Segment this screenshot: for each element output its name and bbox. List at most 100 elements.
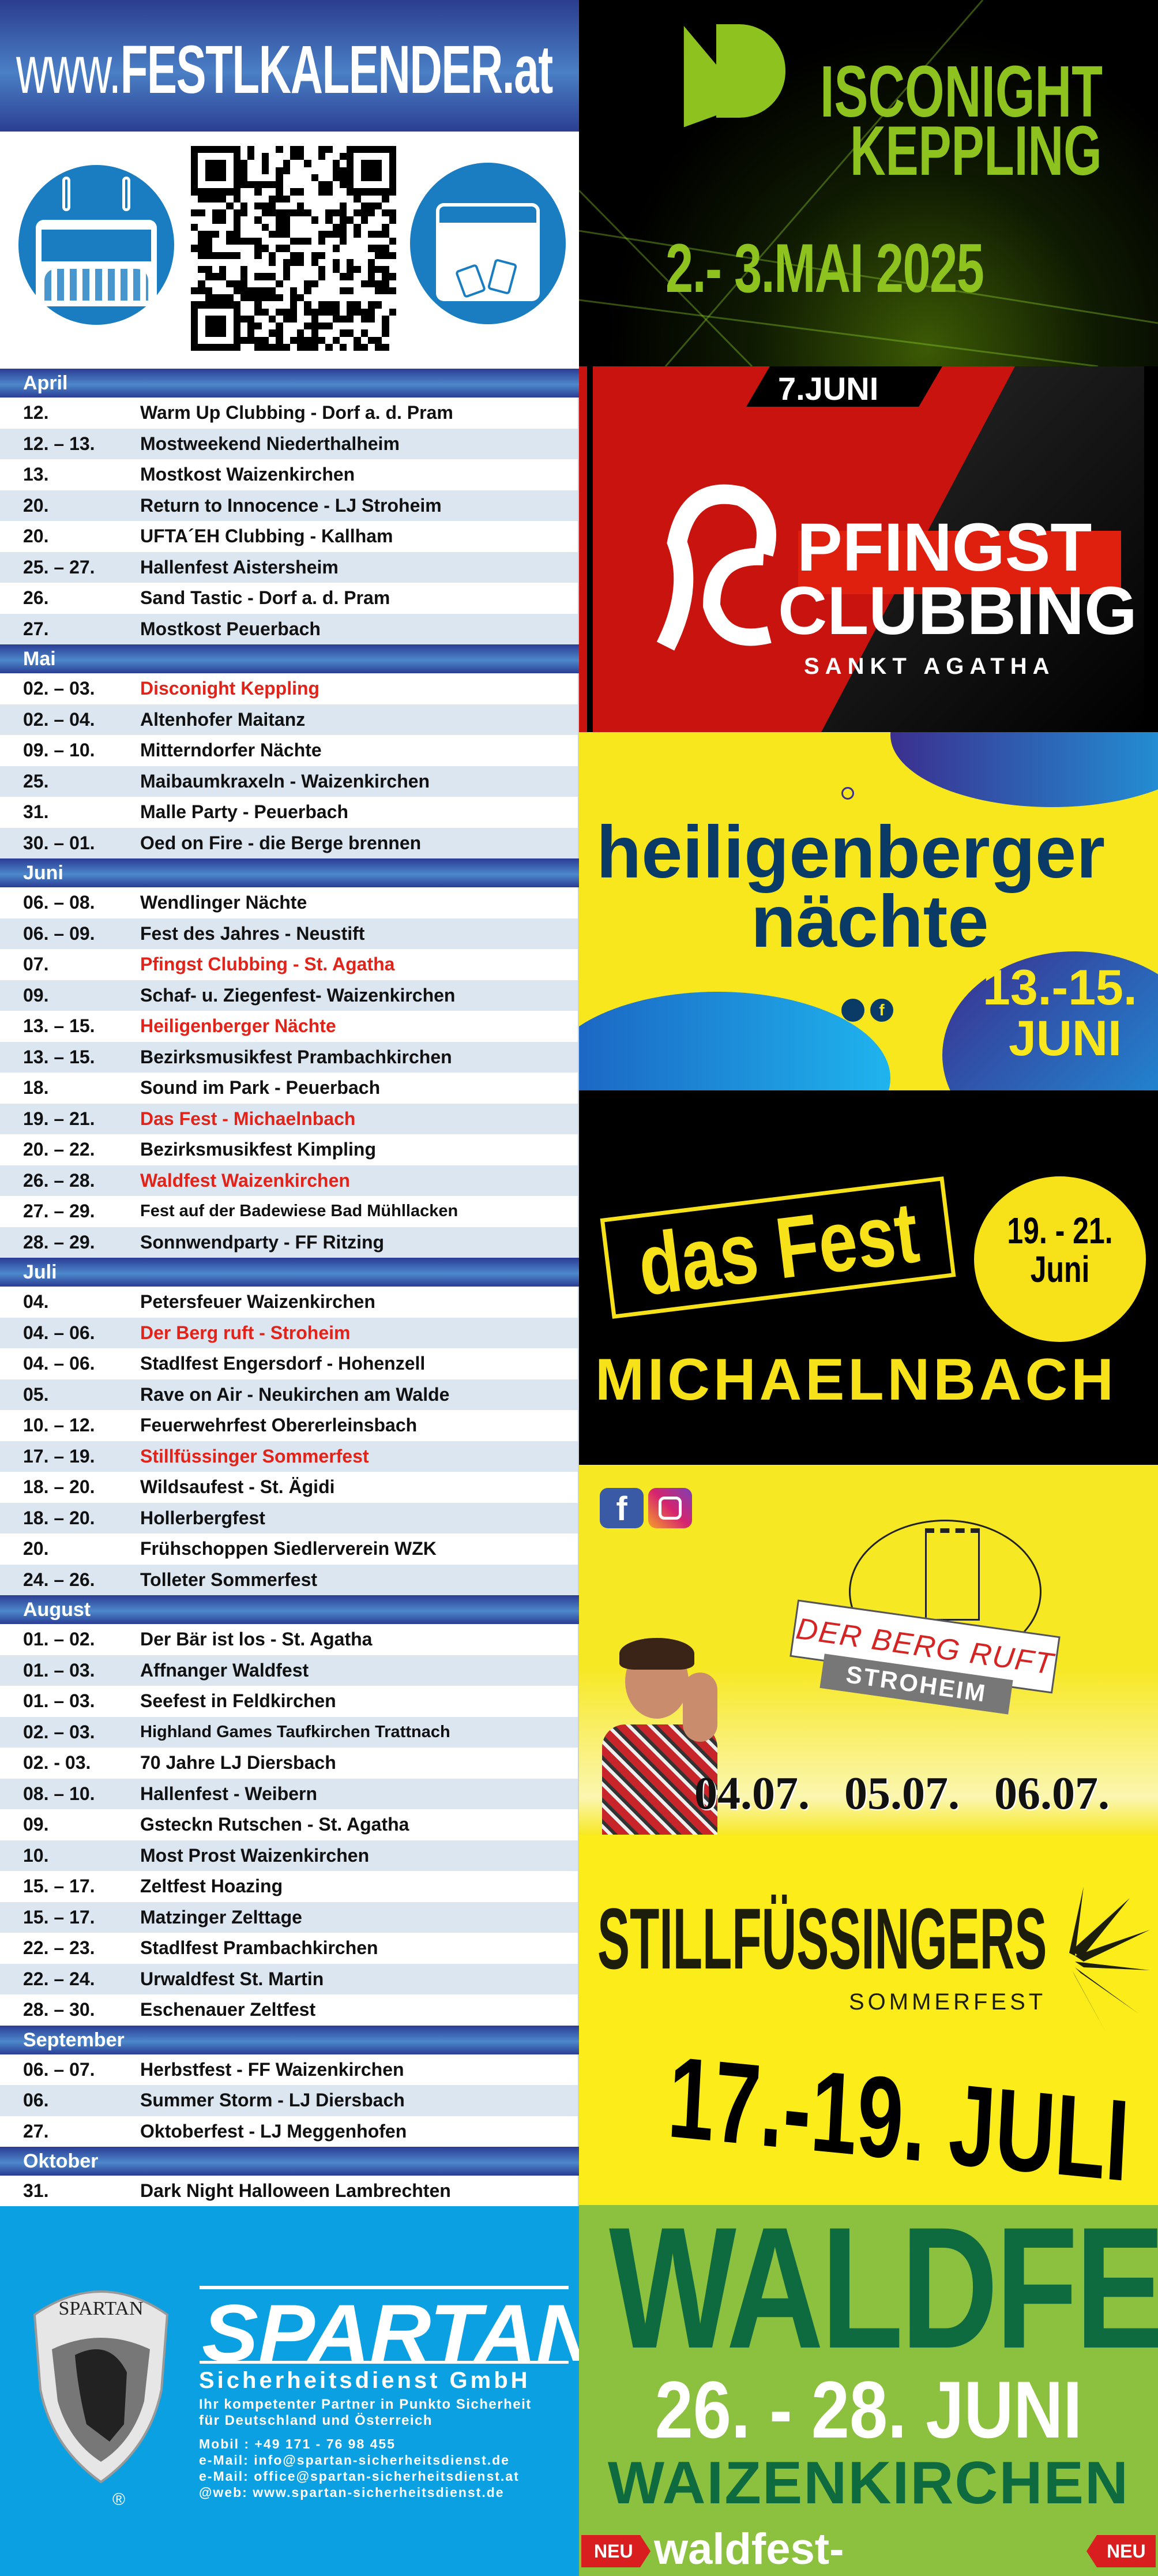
- event-name: Mostweekend Niederthalheim: [140, 433, 400, 454]
- event-date: 05.: [23, 1383, 49, 1405]
- ad-waldfest-waizenkirchen[interactable]: WALDFEST 26. - 28. JUNI WAIZENKIRCHEN NE…: [579, 2205, 1158, 2576]
- contact-email-at[interactable]: e-Mail: office@spartan-sicherheitsdienst…: [199, 2469, 520, 2484]
- instagram-icon[interactable]: [841, 999, 864, 1022]
- site-url[interactable]: www.FESTLKALENDER.at: [16, 36, 553, 104]
- contact-email-de[interactable]: e-Mail: info@spartan-sicherheitsdienst.d…: [199, 2453, 510, 2468]
- event-row[interactable]: 01. – 03. Affnanger Waldfest: [0, 1655, 579, 1686]
- instagram-icon[interactable]: [648, 1488, 692, 1528]
- event-name: Oktoberfest - LJ Meggenhofen: [140, 2120, 407, 2142]
- wald-url[interactable]: waldfest-waizenkirchen.at: [654, 2525, 1005, 2576]
- event-row[interactable]: 08. – 10. Hallenfest - Weibern: [0, 1778, 579, 1809]
- event-date: 20.: [23, 494, 49, 516]
- event-row[interactable]: 04. – 06. Stadlfest Engersdorf - Hohenzel…: [0, 1348, 579, 1379]
- event-date: 30. – 01.: [23, 832, 95, 853]
- event-row[interactable]: 22. – 23. Stadlfest Prambachkirchen: [0, 1933, 579, 1964]
- event-row[interactable]: 25. – 27. Hallenfest Aistersheim: [0, 552, 579, 583]
- event-row[interactable]: 30. – 01. Oed on Fire - die Berge brennen: [0, 827, 579, 858]
- event-row[interactable]: 20. Frühschoppen Siedlerverein WZK: [0, 1533, 579, 1565]
- ad-stillfuessinger-sommerfest[interactable]: STILLFÜSSINGERS SOMMERFEST 17.-19. JULI: [579, 1835, 1158, 2205]
- ad-pfingst-clubbing[interactable]: 7.JUNI PFINGST CLUBBING SANKT AGATHA: [579, 366, 1158, 732]
- event-row[interactable]: 06. – 08. Wendlinger Nächte: [0, 887, 579, 918]
- event-row[interactable]: 13. Mostkost Waizenkirchen: [0, 459, 579, 490]
- event-date: 02. – 03.: [23, 678, 95, 699]
- event-row[interactable]: 15. – 17. Matzinger Zelttage: [0, 1902, 579, 1933]
- event-row[interactable]: 13. – 15. Heiligenberger Nächte: [0, 1011, 579, 1042]
- qr-code[interactable]: [191, 146, 396, 351]
- event-row[interactable]: 06. – 07. Herbstfest - FF Waizenkirchen: [0, 2054, 579, 2085]
- event-date: 01. – 03.: [23, 1659, 95, 1681]
- event-row[interactable]: 18. – 20. Wildsaufest - St. Ägidi: [0, 1472, 579, 1503]
- event-row[interactable]: 02. - 03. 70 Jahre LJ Diersbach: [0, 1748, 579, 1779]
- event-row[interactable]: 06. – 09. Fest des Jahres - Neustift: [0, 918, 579, 949]
- spartan-ad[interactable]: SPARTAN ® SPARTAN Sicherheitsdienst GmbH…: [0, 2206, 597, 2576]
- event-row[interactable]: 12. – 13. Mostweekend Niederthalheim: [0, 428, 579, 459]
- event-row[interactable]: 09. – 10. Mitterndorfer Nächte: [0, 735, 579, 766]
- event-name: Hollerbergfest: [140, 1507, 265, 1528]
- event-row[interactable]: 28. – 29. Sonnwendparty - FF Ritzing: [0, 1227, 579, 1258]
- event-row[interactable]: 20. Return to Innocence - LJ Stroheim: [0, 490, 579, 521]
- event-name: Fest des Jahres - Neustift: [140, 923, 365, 944]
- event-row[interactable]: 26. – 28. Waldfest Waizenkirchen: [0, 1165, 579, 1196]
- event-date: 10.: [23, 1844, 49, 1866]
- event-row[interactable]: 10. Most Prost Waizenkirchen: [0, 1840, 579, 1871]
- event-row[interactable]: 13. – 15. Bezirksmusikfest Prambachkirche…: [0, 1041, 579, 1073]
- event-row[interactable]: 09. Schaf- u. Ziegenfest- Waizenkirchen: [0, 980, 579, 1011]
- laser-beams: [579, 0, 1158, 366]
- facebook-icon[interactable]: f: [600, 1488, 644, 1528]
- event-row[interactable]: 12. Warm Up Clubbing - Dorf a. d. Pram: [0, 398, 579, 429]
- event-date: 31.: [23, 2180, 49, 2202]
- event-name: Summer Storm - LJ Diersbach: [140, 2090, 405, 2111]
- event-row[interactable]: 31. Dark Night Halloween Lambrechten: [0, 2176, 579, 2207]
- event-name: Der Bär ist los - St. Agatha: [140, 1629, 373, 1650]
- event-row[interactable]: 02. – 03. Disconight Keppling: [0, 673, 579, 704]
- event-row[interactable]: 28. – 30. Eschenauer Zeltfest: [0, 1994, 579, 2026]
- ad-der-berg-ruft[interactable]: f DER BERG RUFT STROHEIM 04.07. 05.07. 0…: [579, 1465, 1158, 1835]
- event-row[interactable]: 31. Malle Party - Peuerbach: [0, 797, 579, 828]
- contact-web[interactable]: @web: www.spartan-sicherheitsdienst.de: [199, 2485, 505, 2500]
- heilig-title-2: nächte: [751, 880, 989, 963]
- ad-heiligenberger-naechte[interactable]: heiligenberger nächte f 13.-15. JUNI: [579, 732, 1158, 1090]
- event-row[interactable]: 27. – 29. Fest auf der Badewiese Bad Mühl…: [0, 1196, 579, 1227]
- facebook-icon[interactable]: f: [870, 999, 893, 1022]
- event-row[interactable]: 02. – 03. Highland Games Taufkirchen Trat…: [0, 1716, 579, 1748]
- event-row[interactable]: 17. – 19. Stillfüssinger Sommerfest: [0, 1441, 579, 1472]
- event-date: 06.: [23, 2090, 49, 2111]
- event-row[interactable]: 06. Summer Storm - LJ Diersbach: [0, 2085, 579, 2116]
- event-name: Tolleter Sommerfest: [140, 1569, 318, 1590]
- event-row[interactable]: 04. Petersfeuer Waizenkirchen: [0, 1287, 579, 1318]
- event-row[interactable]: 27. Mostkost Peuerbach: [0, 613, 579, 644]
- event-row[interactable]: 19. – 21. Das Fest - Michaelnbach: [0, 1103, 579, 1134]
- event-row[interactable]: 10. – 12. Feuerwehrfest Obererleinsbach: [0, 1410, 579, 1441]
- event-row[interactable]: 15. – 17. Zeltfest Hoazing: [0, 1871, 579, 1902]
- event-row[interactable]: 25. Maibaumkraxeln - Waizenkirchen: [0, 766, 579, 797]
- ad-das-fest-michaelnbach[interactable]: das Fest 19. - 21. Juni MICHAELNBACH: [579, 1090, 1158, 1465]
- event-row[interactable]: 05. Rave on Air - Neukirchen am Walde: [0, 1379, 579, 1410]
- event-row[interactable]: 24. – 26. Tolleter Sommerfest: [0, 1564, 579, 1595]
- event-row[interactable]: 01. – 02. Der Bär ist los - St. Agatha: [0, 1624, 579, 1655]
- event-row[interactable]: 04. – 06. Der Berg ruft - Stroheim: [0, 1317, 579, 1348]
- event-name: Warm Up Clubbing - Dorf a. d. Pram: [140, 402, 453, 423]
- event-row[interactable]: 18. Sound im Park - Peuerbach: [0, 1073, 579, 1104]
- event-row[interactable]: 20. UFTA´EH Clubbing - Kallham: [0, 521, 579, 552]
- spartan-shield-logo: SPARTAN: [33, 2290, 169, 2484]
- event-date: 28. – 29.: [23, 1231, 95, 1253]
- event-row[interactable]: 18. – 20. Hollerbergfest: [0, 1502, 579, 1533]
- event-name: Rave on Air - Neukirchen am Walde: [140, 1383, 450, 1405]
- logo-underline: [200, 2361, 569, 2364]
- event-date: 20.: [23, 526, 49, 547]
- event-row[interactable]: 20. – 22. Bezirksmusikfest Kimpling: [0, 1134, 579, 1165]
- event-row[interactable]: 07. Pfingst Clubbing - St. Agatha: [0, 949, 579, 980]
- event-row[interactable]: 22. – 24. Urwaldfest St. Martin: [0, 1963, 579, 1994]
- event-row[interactable]: 01. – 03. Seefest in Feldkirchen: [0, 1686, 579, 1717]
- event-row[interactable]: 26. Sand Tastic - Dorf a. d. Pram: [0, 583, 579, 614]
- event-name: Gsteckn Rutschen - St. Agatha: [140, 1814, 409, 1835]
- event-name: Seefest in Feldkirchen: [140, 1690, 336, 1712]
- tower-icon: [925, 1528, 980, 1621]
- event-row[interactable]: 02. – 04. Altenhofer Maitanz: [0, 704, 579, 735]
- event-row[interactable]: 09. Gsteckn Rutschen - St. Agatha: [0, 1809, 579, 1840]
- ad-disconight-keppling[interactable]: ISCONIGHT KEPPLING 2.- 3.MAI 2025: [579, 0, 1158, 366]
- event-date: 26.: [23, 587, 49, 609]
- event-row[interactable]: 27. Oktoberfest - LJ Meggenhofen: [0, 2116, 579, 2147]
- event-name: Frühschoppen Siedlerverein WZK: [140, 1538, 437, 1559]
- contact-mobile[interactable]: Mobil : +49 171 - 76 98 455: [199, 2436, 396, 2451]
